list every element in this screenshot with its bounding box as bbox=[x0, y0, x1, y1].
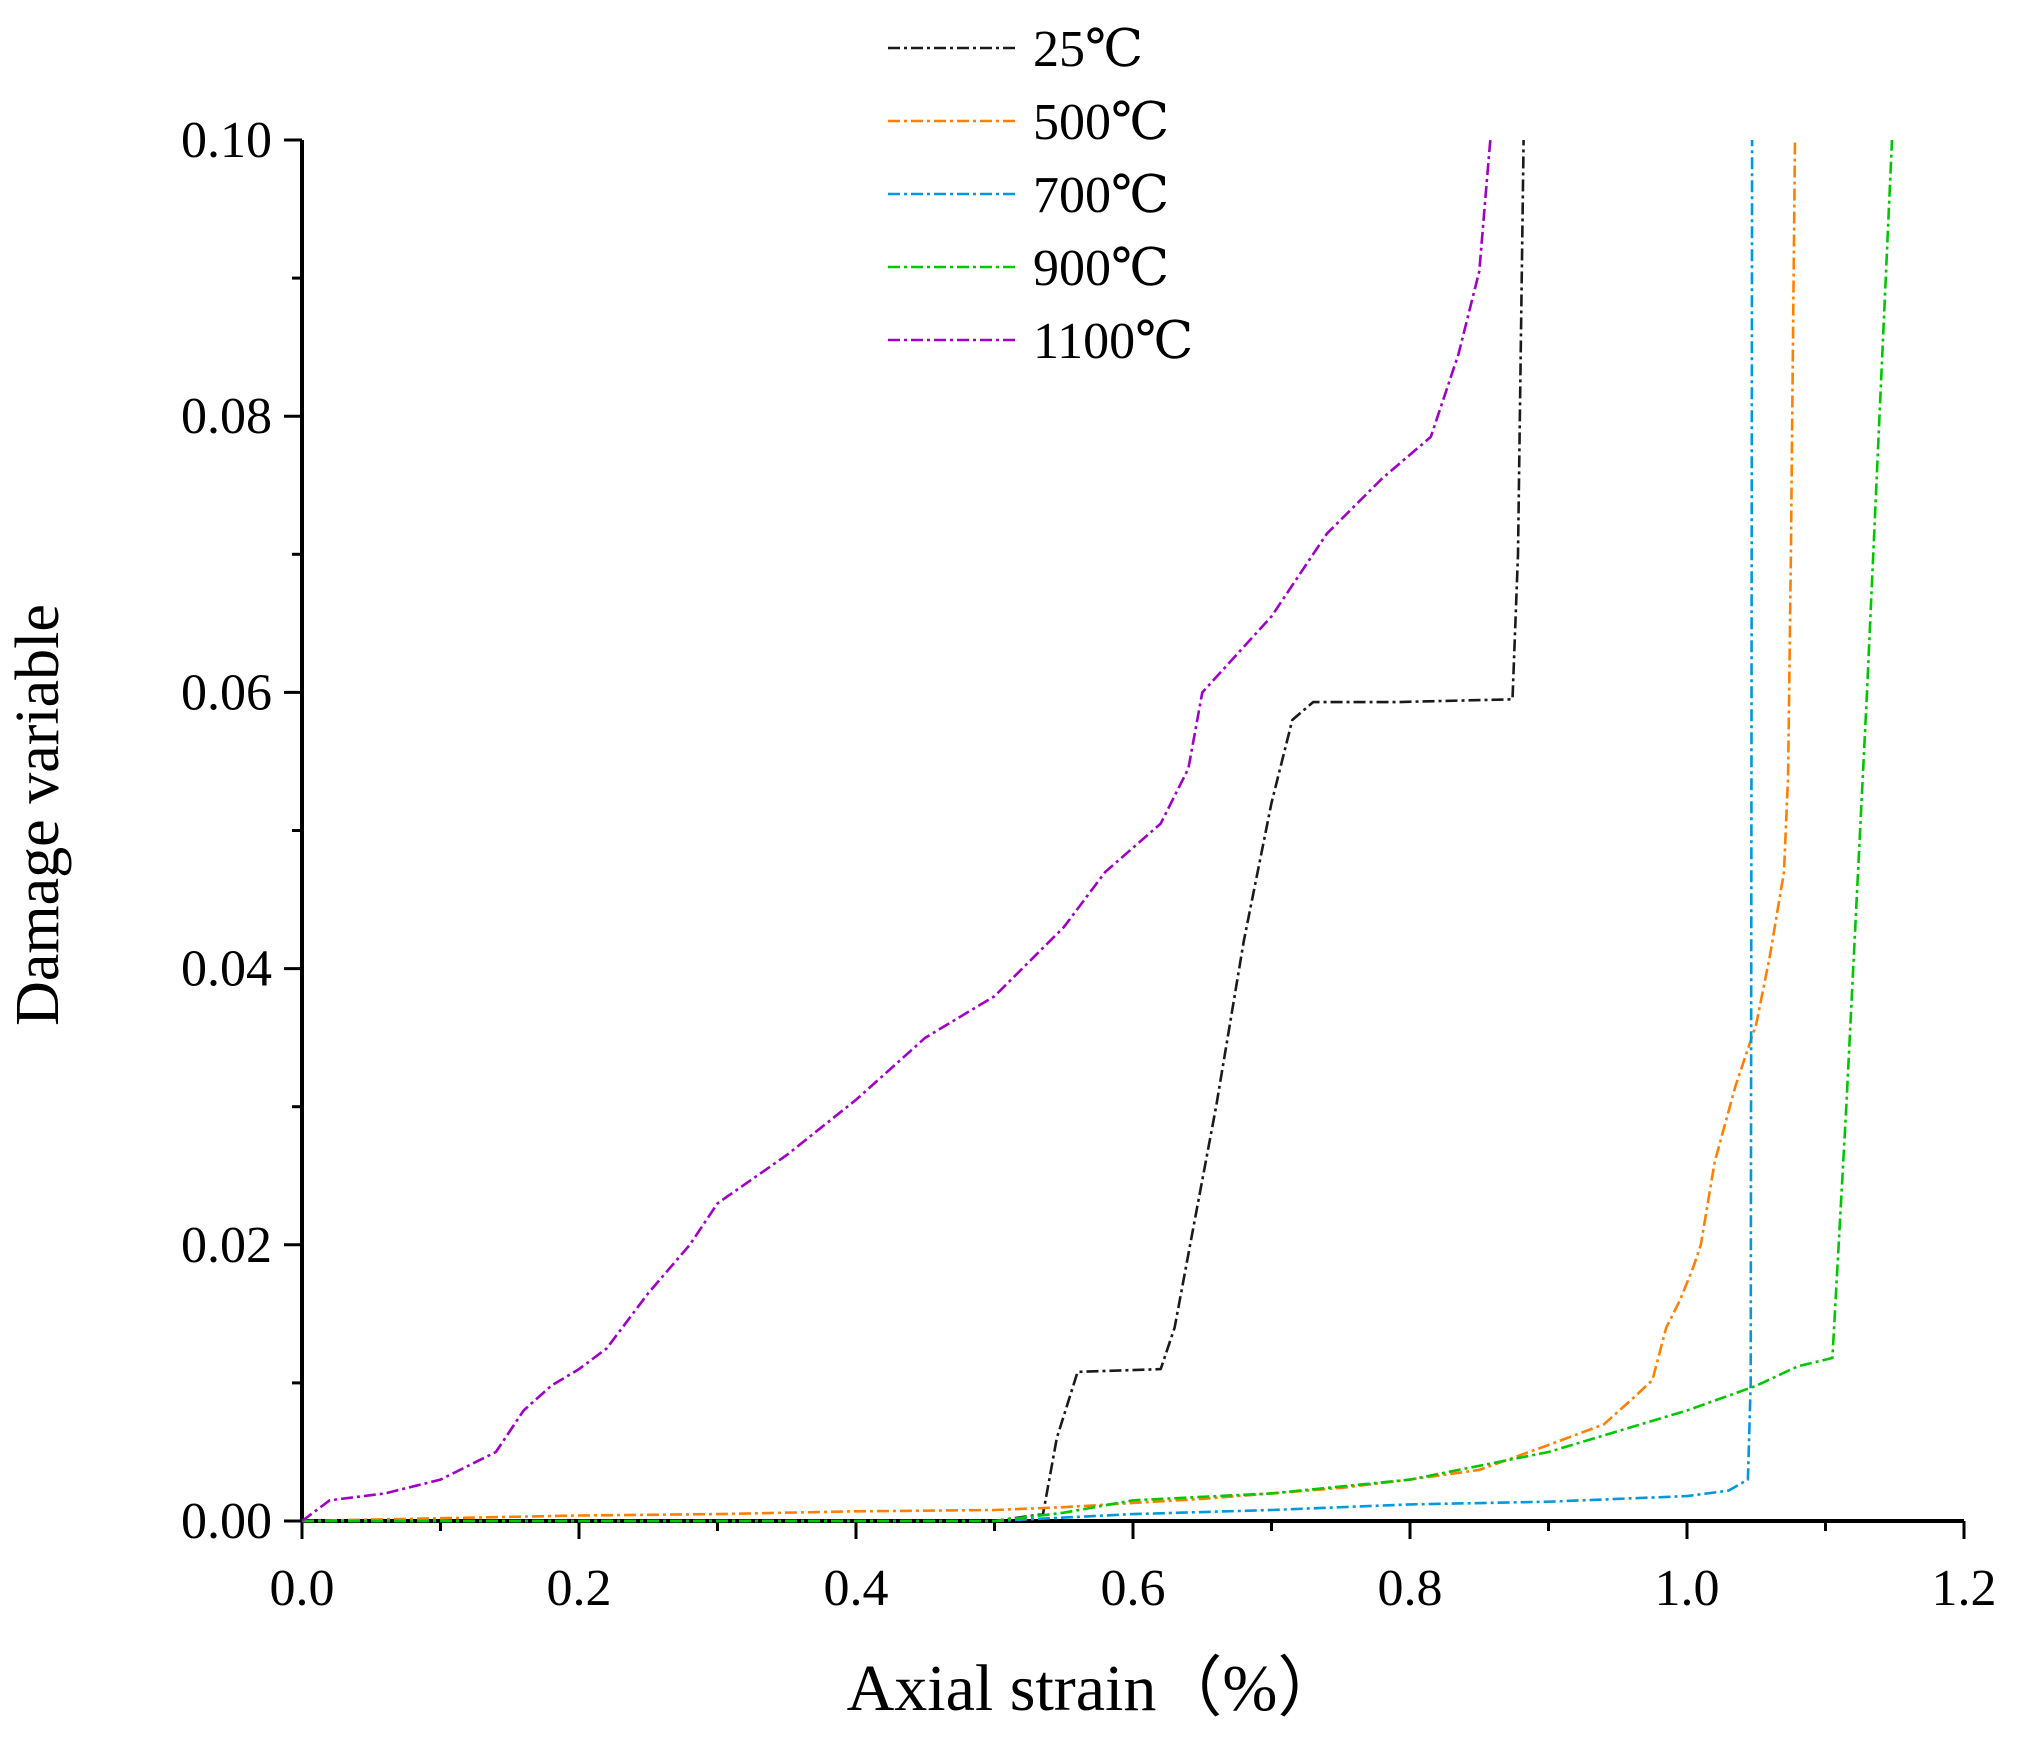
series-line-2 bbox=[301, 139, 1797, 1523]
series-line-1 bbox=[302, 139, 1525, 1523]
y-tick-label: 0.00 bbox=[181, 1493, 272, 1550]
x-tick-label: 0.0 bbox=[270, 1560, 335, 1617]
legend-label-5: 1100℃ bbox=[1033, 313, 1193, 370]
y-tick-label: 0.08 bbox=[181, 388, 272, 445]
x-tick-label: 0.8 bbox=[1378, 1560, 1443, 1617]
legend: 25℃ 500℃ 700℃ 900℃ 1100℃ bbox=[888, 21, 1193, 370]
legend-label-4: 900℃ bbox=[1033, 240, 1169, 297]
legend-label-2: 500℃ bbox=[1033, 94, 1169, 151]
x-tick-label: 1.0 bbox=[1655, 1560, 1720, 1617]
x-tick-label: 0.2 bbox=[547, 1560, 612, 1617]
legend-label-3: 700℃ bbox=[1033, 167, 1169, 224]
axes: 0.0 0.2 0.4 0.6 0.8 1.0 1.2 0.00 0.02 0.04 0.06 0.0… bbox=[181, 112, 1997, 1617]
legend-label-1: 25℃ bbox=[1033, 21, 1143, 78]
y-tick-label: 0.10 bbox=[181, 112, 272, 169]
y-tick-label: 0.06 bbox=[181, 664, 272, 721]
y-tick-label: 0.02 bbox=[181, 1217, 272, 1274]
series-line-5 bbox=[301, 139, 1492, 1523]
x-tick-label: 0.4 bbox=[824, 1560, 889, 1617]
series-line-3 bbox=[302, 139, 1754, 1523]
y-axis-title: Damage variable bbox=[4, 604, 72, 1026]
y-tick-label: 0.04 bbox=[181, 941, 272, 998]
x-tick-label: 0.6 bbox=[1101, 1560, 1166, 1617]
x-axis-title: Axial strain（%） bbox=[847, 1652, 1344, 1725]
x-tick-label: 1.2 bbox=[1932, 1560, 1997, 1617]
series-layer bbox=[301, 139, 1894, 1523]
